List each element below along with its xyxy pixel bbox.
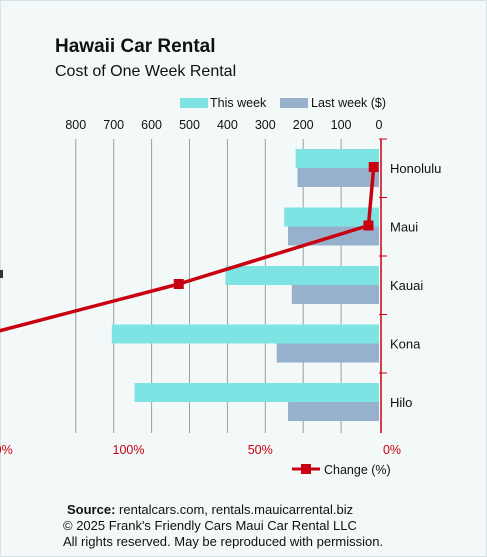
bottom-axis-tick-label: 0% (383, 443, 401, 457)
bar-last-week (291, 285, 379, 304)
change-marker (368, 162, 379, 172)
top-axis-tick-label: 0 (376, 118, 383, 132)
edge-marker (0, 270, 3, 278)
legend-label-this-week: This week (210, 96, 267, 110)
top-axis-tick-label: 200 (293, 118, 314, 132)
bottom-axis-tick-label: 150% (0, 443, 13, 457)
legend-marker-change (301, 464, 311, 474)
chart-title: Hawaii Car Rental (55, 36, 216, 57)
category-label: Maui (390, 220, 418, 235)
bar-this-week (225, 266, 379, 285)
chart-subtitle: Cost of One Week Rental (55, 63, 237, 80)
change-marker (173, 279, 184, 289)
bar-last-week (276, 343, 379, 363)
rights-line: All rights reserved. May be reproduced w… (63, 534, 384, 549)
source-label: Source: (67, 502, 116, 517)
top-axis-tick-label: 300 (255, 118, 276, 132)
top-axis-tick-label: 700 (103, 118, 124, 132)
bar-this-week (111, 324, 380, 344)
top-axis-tick-label: 400 (217, 118, 238, 132)
footer: Source: rentalcars.com, rentals.mauicarr… (63, 502, 383, 550)
bar-this-week (284, 207, 379, 227)
source-text: rentalcars.com, rentals.mauicarrental.bi… (119, 502, 354, 517)
bar-this-week (134, 383, 379, 402)
bar-this-week (295, 149, 379, 168)
legend-label-last-week: Last week ($) (311, 96, 386, 110)
category-label: Kauai (390, 278, 423, 293)
top-axis-tick-label: 500 (179, 118, 200, 132)
change-marker (363, 220, 374, 231)
source-line: Source: rentalcars.com, rentals.mauicarr… (63, 502, 383, 518)
category-label: Honolulu (390, 161, 441, 176)
bar-last-week (297, 168, 379, 187)
legend-swatch-last-week (280, 98, 308, 108)
category-label: Hilo (390, 395, 412, 410)
top-axis-tick-label: 100 (331, 118, 352, 132)
copyright-line: © 2025 Frank's Friendly Cars Maui Car Re… (63, 518, 357, 533)
legend-swatch-this-week (180, 98, 208, 108)
top-axis-tick-label: 800 (65, 118, 86, 132)
top-axis-tick-label: 600 (141, 118, 162, 132)
bar-last-week (288, 402, 379, 421)
legend-label-change: Change (%) (324, 463, 391, 477)
bottom-axis-tick-label: 100% (113, 443, 145, 457)
bottom-axis-tick-label: 50% (248, 443, 273, 457)
chart-svg: 800 700 600 500 400 300 200 100 0 Honolulu Maui Kau… (0, 96, 441, 477)
category-label: Kona (390, 337, 421, 352)
